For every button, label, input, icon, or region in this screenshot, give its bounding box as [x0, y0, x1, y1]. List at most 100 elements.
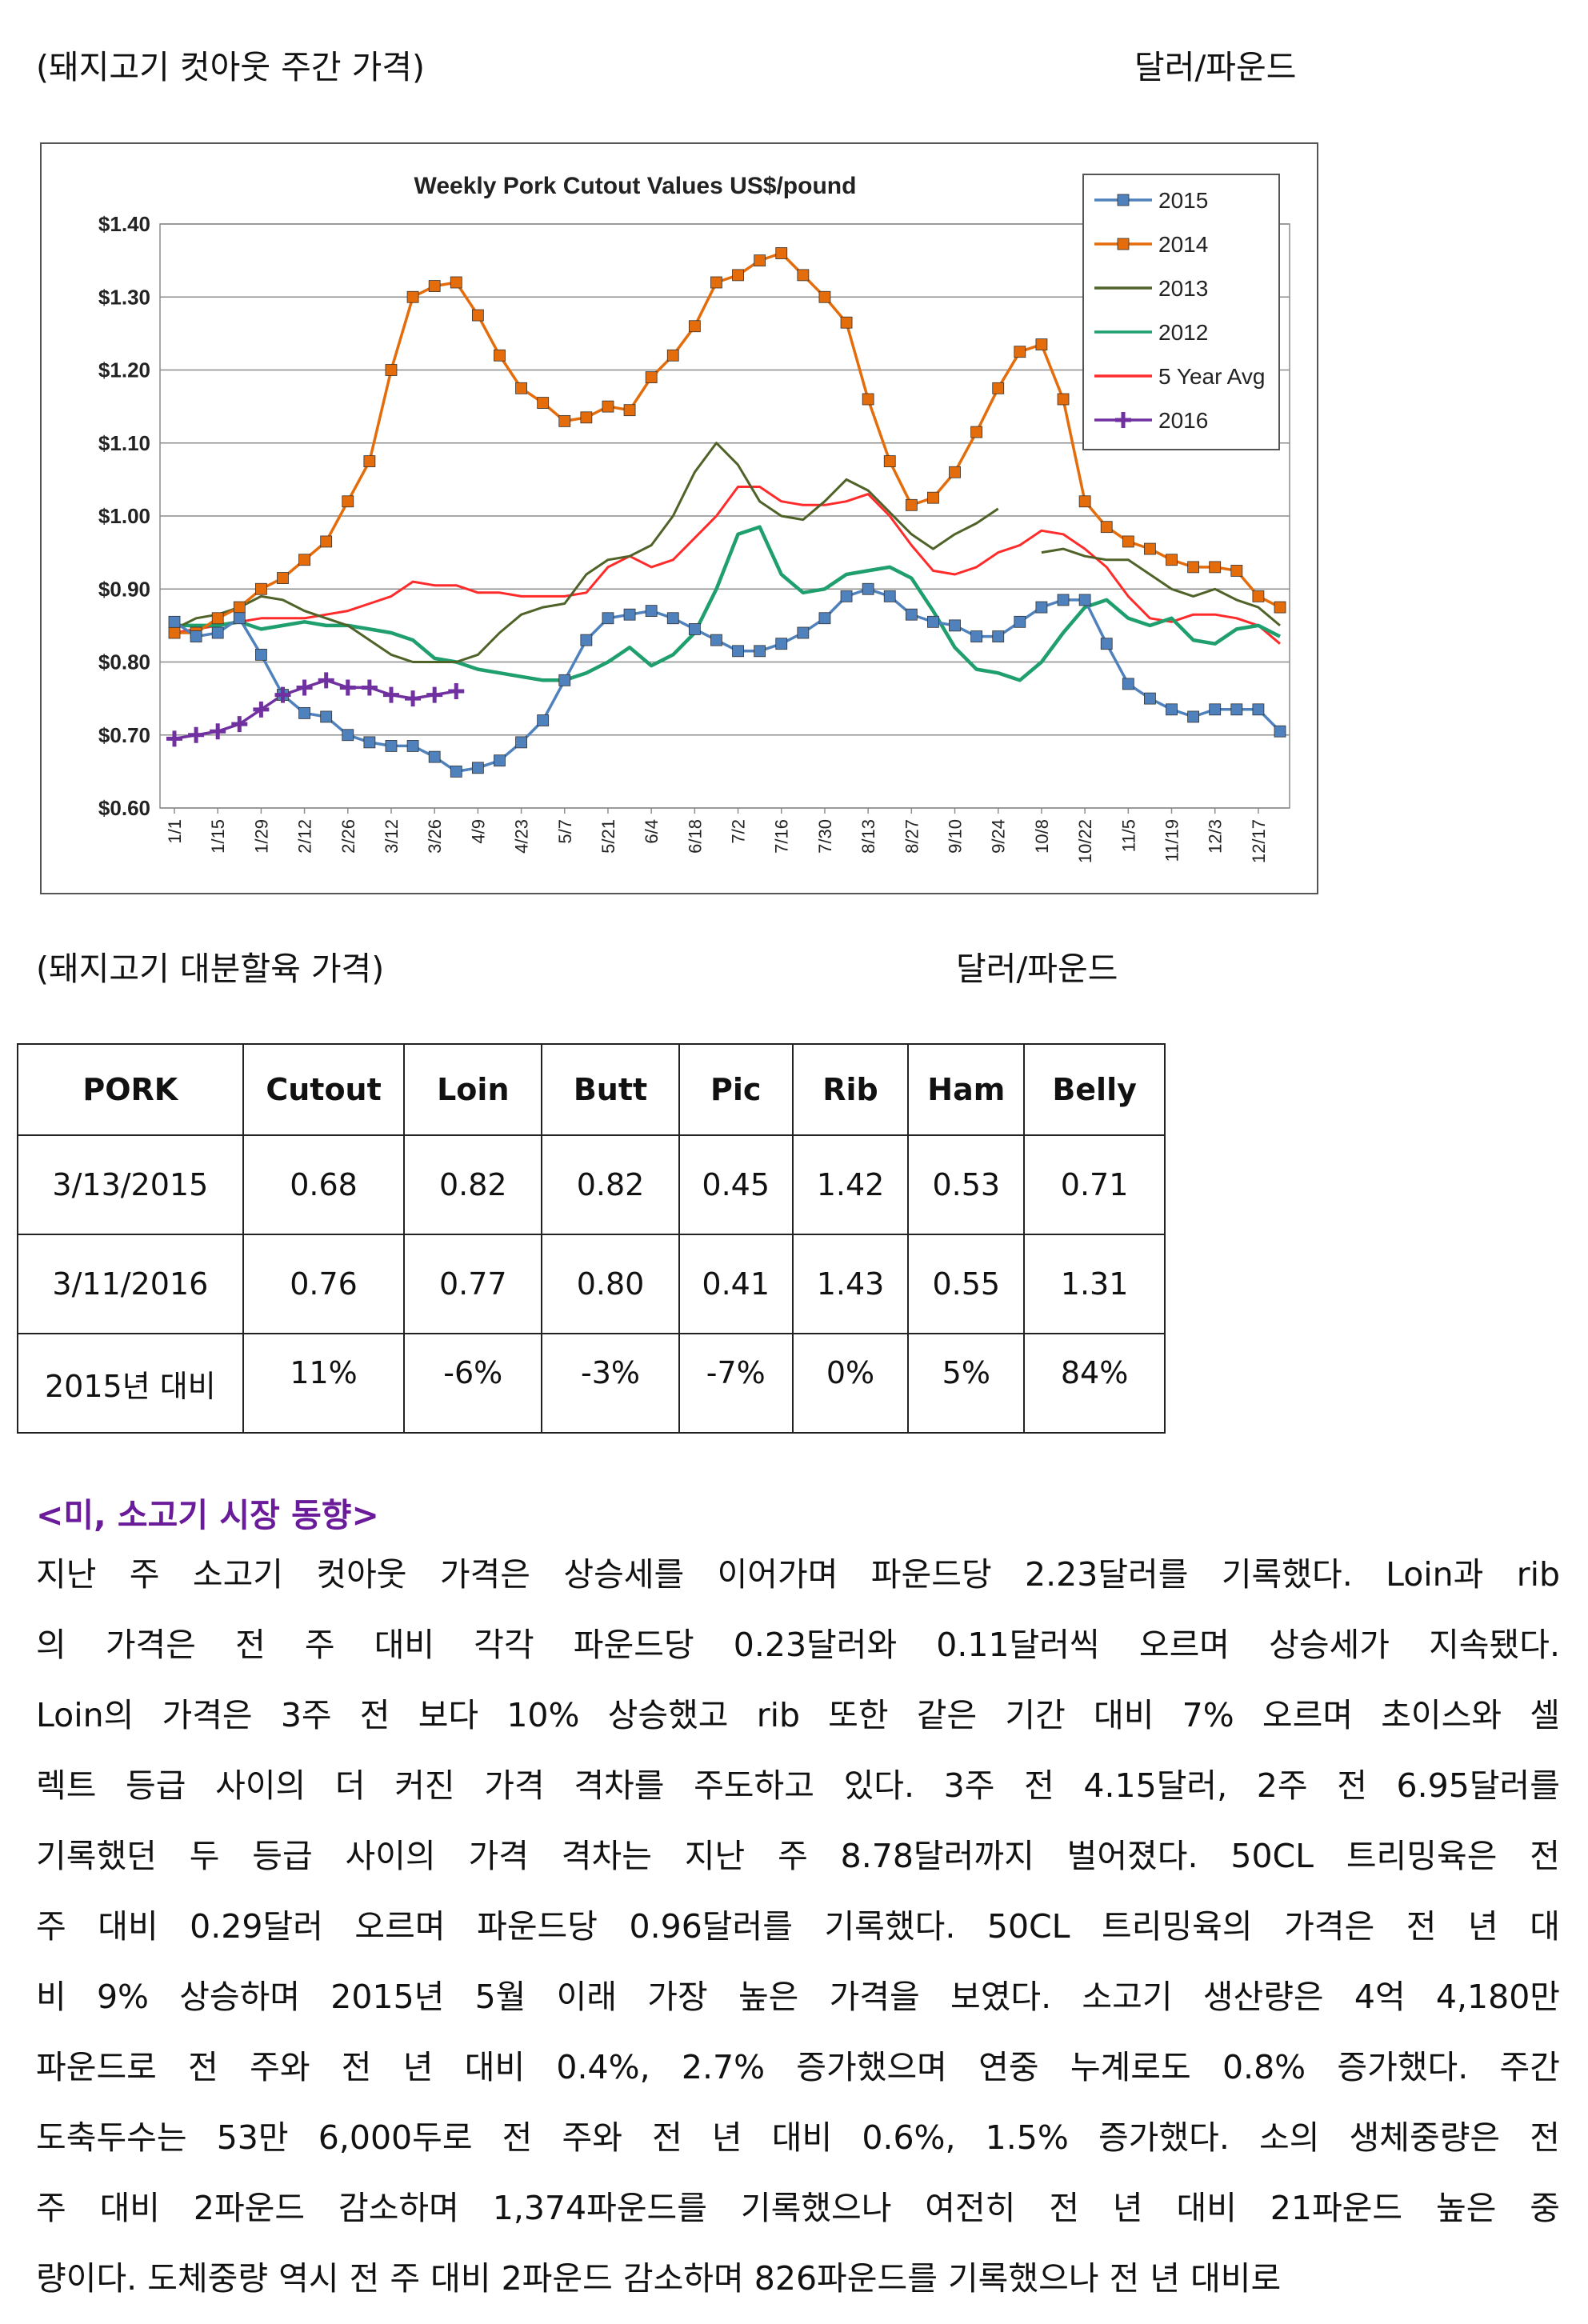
data-point-2014 — [1078, 495, 1091, 508]
data-point-2015 — [775, 638, 788, 650]
data-point-2014 — [1014, 346, 1026, 358]
cell-value: 0.77 — [403, 1234, 543, 1334]
data-point-2014 — [342, 495, 354, 508]
table-header-row: PORK Cutout Loin Butt Pic Rib Ham Belly — [17, 1043, 1166, 1136]
y-tick-label: $1.30 — [98, 285, 150, 309]
data-point-2015 — [450, 765, 462, 778]
header-ham: Ham — [907, 1043, 1026, 1136]
data-point-2015 — [688, 623, 701, 635]
data-point-2014 — [558, 414, 571, 427]
data-point-2015 — [211, 626, 224, 639]
data-point-2015 — [515, 736, 527, 749]
x-tick-label: 9/24 — [989, 819, 1009, 854]
data-point-2016 — [231, 716, 248, 733]
data-point-2015 — [602, 612, 614, 625]
x-tick-label: 12/17 — [1249, 819, 1269, 863]
data-point-2015 — [818, 612, 831, 625]
paragraph-line: 주 대비 0.29달러 오르며 파운드당 0.96달러를 기록했다. 50CL … — [36, 1907, 1560, 1946]
table-row: 3/13/2015 0.68 0.82 0.82 0.45 1.42 0.53 … — [17, 1134, 1166, 1235]
data-point-2016 — [318, 672, 334, 689]
x-tick-label: 3/26 — [425, 819, 445, 854]
data-point-2014 — [732, 269, 744, 282]
header-rib: Rib — [791, 1043, 910, 1136]
data-point-2016 — [405, 690, 422, 707]
data-point-2015 — [970, 630, 983, 642]
data-point-2014 — [949, 466, 961, 478]
data-point-2016 — [188, 726, 205, 743]
primal-table-caption: (돼지고기 대분할육 가격) — [36, 950, 385, 988]
data-point-2014 — [168, 626, 181, 639]
data-point-2015 — [1078, 594, 1091, 606]
data-point-2014 — [645, 371, 658, 384]
data-point-2014 — [385, 364, 398, 376]
x-tick-label: 6/4 — [642, 819, 662, 844]
cell-value: 0.80 — [541, 1234, 680, 1334]
data-point-2014 — [797, 269, 810, 282]
legend-marker-2014 — [1117, 238, 1130, 250]
data-point-2015 — [927, 615, 939, 628]
data-point-2015 — [1014, 615, 1026, 628]
data-point-2014 — [537, 397, 550, 409]
data-point-2015 — [645, 605, 658, 618]
data-point-2015 — [710, 634, 722, 646]
cell-value: 1.43 — [791, 1234, 910, 1334]
data-point-2014 — [363, 455, 376, 467]
x-tick-label: 11/5 — [1118, 819, 1138, 852]
data-point-2014 — [840, 316, 853, 329]
x-tick-label: 1/15 — [208, 819, 228, 854]
data-point-2015 — [840, 590, 853, 602]
x-tick-label: 3/12 — [382, 819, 402, 854]
data-point-2015 — [254, 648, 267, 661]
data-point-2014 — [688, 320, 701, 333]
data-point-2014 — [710, 276, 722, 289]
header-butt: Butt — [541, 1043, 680, 1136]
data-point-2014 — [1166, 554, 1178, 566]
x-tick-label: 10/22 — [1075, 819, 1095, 863]
cell-value: 0.55 — [907, 1234, 1026, 1334]
data-point-2015 — [406, 740, 419, 752]
series-line-2014 — [174, 251, 1281, 634]
paragraph-line: 기록했던 두 등급 사이의 가격 격차는 지난 주 8.78달러까지 벌어졌다.… — [36, 1837, 1560, 1875]
legend-label-2012: 2012 — [1158, 320, 1208, 345]
legend-label-2014: 2014 — [1158, 232, 1208, 257]
data-point-2016 — [166, 730, 182, 747]
data-point-2015 — [320, 710, 333, 723]
x-tick-label: 8/27 — [902, 819, 922, 854]
paragraph-line: Loin의 가격은 3주 전 보다 10% 상승했고 rib 또한 같은 기간 … — [36, 1696, 1560, 1734]
data-point-2014 — [494, 349, 506, 362]
cell-value: 5% — [907, 1333, 1026, 1434]
cell-value: 1.42 — [791, 1134, 910, 1235]
data-point-2015 — [992, 630, 1005, 642]
legend-label-2015: 2015 — [1158, 188, 1208, 213]
x-tick-label: 4/9 — [468, 819, 488, 844]
chart-canvas: $0.60 $0.70 $0.80 $0.90 $1.00 $1.10 $1.20 $1.30… — [98, 173, 1290, 863]
legend-label-2013: 2013 — [1158, 276, 1208, 301]
data-point-2014 — [1122, 535, 1134, 548]
x-tick-label: 4/23 — [512, 819, 532, 854]
data-point-2014 — [450, 276, 462, 289]
cell-value: 1.31 — [1023, 1234, 1166, 1334]
data-point-2014 — [992, 382, 1005, 394]
row-label: 3/13/2015 — [17, 1134, 244, 1235]
data-point-2015 — [1057, 594, 1070, 606]
pork-primal-table: PORK Cutout Loin Butt Pic Rib Ham Belly … — [17, 1043, 1166, 1434]
data-point-2015 — [537, 714, 550, 726]
data-point-2015 — [1144, 692, 1156, 705]
data-point-2014 — [254, 582, 267, 595]
data-point-2015 — [1187, 710, 1200, 723]
series-line-2013 — [174, 442, 1281, 663]
data-point-2015 — [1252, 703, 1265, 716]
primal-unit-label: 달러/파운드 — [956, 950, 1118, 988]
data-point-2015 — [1274, 725, 1286, 738]
data-point-2014 — [1057, 393, 1070, 406]
data-point-2014 — [775, 247, 788, 259]
cell-value: 0% — [791, 1333, 910, 1434]
data-point-2015 — [862, 582, 874, 595]
y-tick-label: $0.90 — [98, 577, 150, 601]
paragraph-line: 지난 주 소고기 컷아웃 가격은 상승세를 이어가며 파운드당 2.23달러를 … — [36, 1555, 1560, 1594]
data-point-2016 — [339, 679, 356, 696]
y-tick-label: $0.60 — [98, 796, 150, 820]
data-point-2015 — [905, 608, 918, 621]
data-point-2015 — [1035, 601, 1048, 614]
series-line-2012 — [174, 525, 1282, 682]
